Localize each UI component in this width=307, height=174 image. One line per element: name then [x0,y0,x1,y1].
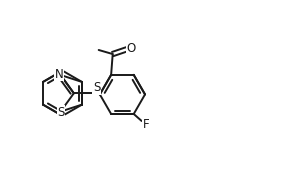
Text: S: S [57,106,65,119]
Text: O: O [127,42,136,55]
Text: S: S [93,81,100,94]
Text: N: N [55,68,64,81]
Text: F: F [142,118,149,131]
